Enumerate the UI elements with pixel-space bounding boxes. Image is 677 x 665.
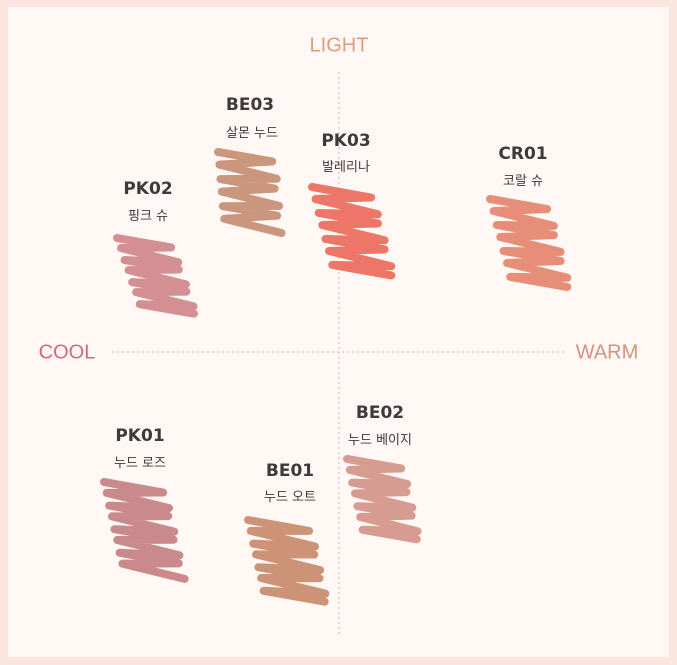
swatch-name-be03: 살몬 누드 bbox=[226, 126, 278, 141]
swatch-code-pk02: PK02 bbox=[123, 179, 173, 199]
swatch-code-be02: BE02 bbox=[355, 403, 405, 423]
swatch-scribble-pk02 bbox=[113, 234, 198, 318]
swatch-scribble-be02 bbox=[343, 455, 422, 544]
axis-label-warm: WARM bbox=[575, 341, 639, 364]
swatch-name-pk02: 핑크 슈 bbox=[127, 209, 169, 224]
swatch-scribble-cr01 bbox=[486, 195, 572, 292]
swatch-code-be01: BE01 bbox=[265, 461, 315, 481]
swatch-code-cr01: CR01 bbox=[498, 144, 548, 164]
swatch-scribble-pk01 bbox=[100, 478, 189, 583]
swatch-code-pk01: PK01 bbox=[115, 426, 165, 446]
swatch-name-pk03: 발레리나 bbox=[322, 160, 370, 175]
swatch-code-be03: BE03 bbox=[225, 95, 275, 115]
swatch-name-be02: 누드 베이지 bbox=[348, 433, 412, 448]
axis-label-light: LIGHT bbox=[309, 34, 369, 57]
swatch-scribble-be03 bbox=[214, 148, 286, 237]
swatch-code-pk03: PK03 bbox=[321, 131, 371, 151]
swatch-scribble-pk03 bbox=[308, 183, 396, 280]
swatch-name-be01: 누드 오트 bbox=[264, 490, 316, 505]
swatch-scribble-be01 bbox=[244, 516, 330, 606]
swatch-name-pk01: 누드 로즈 bbox=[114, 456, 166, 471]
axis-label-cool: COOL bbox=[38, 341, 96, 364]
swatch-name-cr01: 코랄 슈 bbox=[502, 174, 544, 189]
